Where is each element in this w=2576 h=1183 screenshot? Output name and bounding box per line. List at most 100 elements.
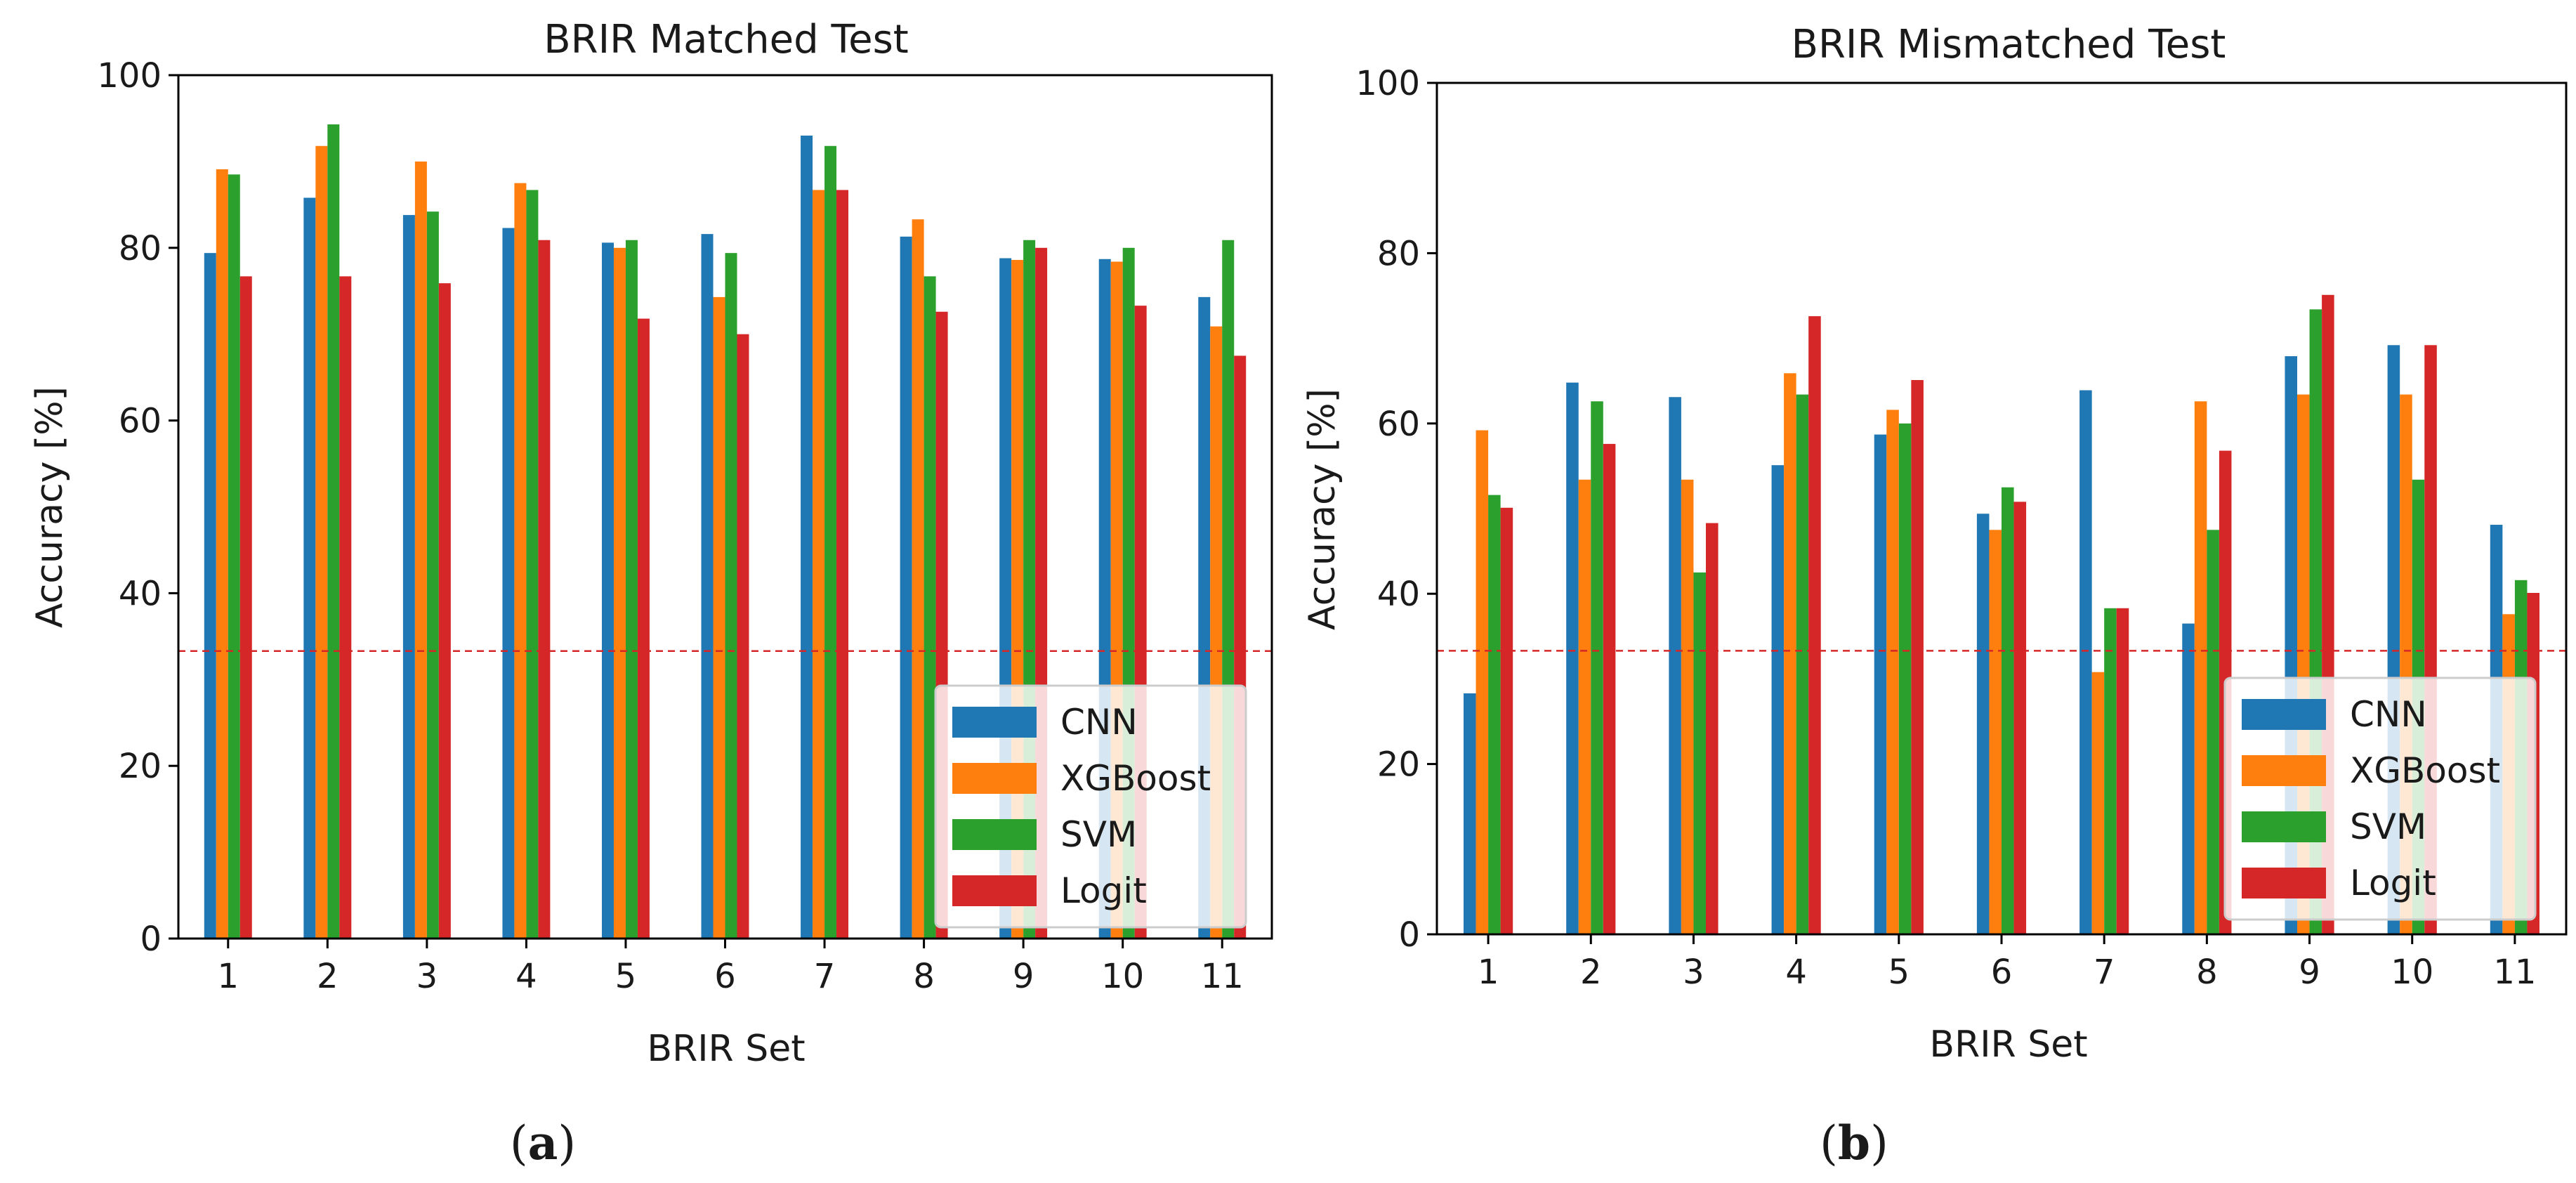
bar-cnn-set-8: [900, 236, 912, 939]
y-tick-label: 80: [1377, 234, 1420, 273]
bar-svm-set-5: [625, 240, 638, 939]
x-tick-label: 4: [1785, 953, 1807, 992]
x-axis-label: BRIR Set: [1929, 1024, 2087, 1066]
x-tick-label: 7: [2094, 953, 2115, 992]
bar-logit-set-6: [737, 334, 749, 939]
chart-title: BRIR Mismatched Test: [1792, 22, 2226, 67]
legend-label-svm: SVM: [2350, 806, 2426, 847]
bar-logit-set-5: [637, 318, 650, 939]
bar-xgboost-set-2: [1578, 479, 1591, 934]
bar-xgboost-set-8: [912, 219, 924, 939]
x-axis: 1 2 3 4 5 6 7 8 9 10 11: [1478, 934, 2536, 992]
x-tick-label: 6: [714, 957, 736, 996]
bar-logit-set-4: [538, 240, 551, 939]
x-tick-label: 10: [1101, 957, 1144, 996]
bar-logit-set-4: [1808, 316, 1821, 935]
bar-xgboost-set-6: [713, 296, 725, 939]
bar-logit-set-2: [1603, 443, 1616, 934]
bar-logit-set-5: [1911, 379, 1924, 934]
x-axis-label: BRIR Set: [647, 1028, 805, 1070]
legend-label-cnn: CNN: [1060, 702, 1138, 743]
legend-swatch-logit: [2242, 868, 2326, 898]
bar-xgboost-set-4: [514, 183, 527, 939]
y-tick-label: 0: [140, 920, 162, 959]
bar-xgboost-set-7: [2091, 672, 2105, 934]
legend-label-svm: SVM: [1060, 814, 1137, 855]
x-tick-label: 7: [814, 957, 836, 996]
bar-cnn-set-6: [1976, 514, 1990, 934]
bar-xgboost-set-5: [613, 247, 626, 939]
bar-svm-set-4: [1796, 394, 1809, 934]
x-tick-label: 11: [1201, 957, 1244, 996]
bar-logit-set-2: [339, 276, 352, 939]
legend-swatch-cnn: [2242, 699, 2326, 730]
x-tick-label: 9: [1013, 957, 1034, 996]
legend: CNN XGBoost SVM Logit: [2223, 677, 2537, 921]
bar-logit-set-3: [1706, 523, 1719, 934]
legend-label-xgboost: XGBoost: [1060, 758, 1211, 799]
bar-svm-set-1: [1488, 495, 1501, 934]
bar-cnn-set-1: [1464, 693, 1476, 934]
bar-cnn-set-4: [502, 228, 515, 939]
chart-panel-b: BRIR Mismatched Test 0 20 40 60 80 100 1 2 3 4 5 6…: [1301, 22, 2568, 1170]
bar-cnn-set-7: [2079, 390, 2092, 934]
y-tick-label: 20: [1377, 745, 1420, 785]
bar-svm-set-5: [1898, 423, 1912, 934]
x-tick-label: 2: [1580, 953, 1602, 992]
x-tick-label: 1: [217, 957, 239, 996]
y-axis-label: Accuracy [%]: [29, 386, 71, 628]
bar-cnn-set-3: [1669, 397, 1681, 934]
x-tick-label: 3: [416, 957, 438, 996]
x-tick-label: 4: [515, 957, 537, 996]
bar-svm-set-4: [526, 190, 539, 939]
bar-xgboost-set-2: [315, 145, 328, 939]
y-tick-label: 60: [1377, 405, 1420, 444]
bar-logit-set-6: [2013, 502, 2027, 934]
legend: CNN XGBoost SVM Logit: [934, 684, 1247, 929]
bar-cnn-set-6: [701, 234, 714, 939]
bar-xgboost-set-3: [414, 161, 427, 939]
y-tick-label: 20: [119, 747, 162, 786]
legend-label-xgboost: XGBoost: [2350, 750, 2500, 791]
bar-cnn-set-1: [204, 253, 216, 939]
bar-cnn-set-2: [303, 197, 316, 939]
x-tick-label: 5: [615, 957, 637, 996]
bar-logit-set-7: [836, 190, 849, 939]
y-axis: 0 20 40 60 80 100: [1355, 64, 1437, 955]
legend-swatch-svm: [2242, 811, 2326, 842]
bar-cnn-set-3: [402, 215, 415, 939]
x-tick-label: 3: [1683, 953, 1704, 992]
legend-label-logit: Logit: [1060, 870, 1147, 911]
bar-cnn-set-4: [1771, 465, 1785, 934]
legend-label-logit: Logit: [2350, 863, 2436, 903]
bar-svm-set-3: [1693, 572, 1706, 934]
y-tick-label: 80: [119, 229, 162, 268]
bar-svm-set-6: [725, 253, 737, 939]
x-axis: 1 2 3 4 5 6 7 8 9 10 11: [217, 939, 1244, 996]
legend-label-cnn: CNN: [2350, 694, 2427, 735]
bar-xgboost-set-3: [1681, 479, 1694, 934]
y-axis: 0 20 40 60 80 100: [97, 56, 178, 959]
bar-cnn-set-8: [2182, 623, 2195, 934]
legend-frame: [934, 684, 1247, 929]
chart-panel-a: BRIR Matched Test 0 20 40 60 80 100 1 2 3 4 5 6 7 8 9…: [29, 17, 1273, 1170]
bar-logit-set-3: [438, 283, 451, 939]
bar-cnn-set-7: [801, 136, 813, 939]
bar-xgboost-set-1: [1476, 430, 1489, 934]
bar-svm-set-8: [924, 276, 936, 939]
bar-svm-set-7: [824, 145, 837, 939]
x-tick-label: 9: [2299, 953, 2320, 992]
bar-xgboost-set-7: [813, 190, 825, 939]
bar-logit-set-1: [239, 276, 252, 939]
x-tick-label: 8: [2196, 953, 2218, 992]
bar-svm-set-2: [327, 124, 340, 939]
x-tick-label: 6: [1991, 953, 2013, 992]
y-tick-label: 0: [1398, 915, 1420, 955]
legend-swatch-xgboost: [2242, 755, 2326, 786]
bar-xgboost-set-8: [2194, 401, 2207, 934]
x-tick-label: 2: [317, 957, 339, 996]
bar-logit-set-7: [2116, 608, 2129, 934]
bar-cnn-set-5: [1874, 434, 1887, 934]
y-tick-label: 100: [1355, 64, 1420, 103]
